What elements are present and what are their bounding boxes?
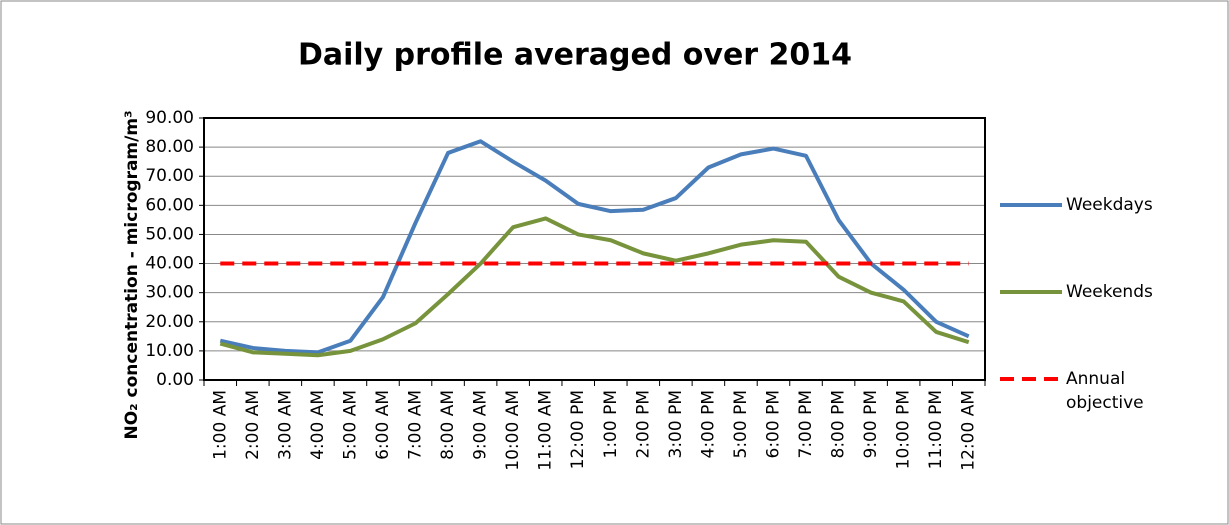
- y-tick-label: 20.00: [145, 312, 194, 332]
- legend-label: Annual objective: [1066, 369, 1144, 413]
- x-tick-label: 11:00 PM: [926, 390, 946, 469]
- x-tick-label: 12:00 AM: [959, 390, 979, 471]
- y-tick-label: 70.00: [145, 166, 194, 186]
- x-tick-label: 9:00 PM: [861, 390, 881, 459]
- y-tick-label: 0.00: [156, 370, 194, 390]
- y-axis-label: NO₂ concentration - microgram/m³: [122, 110, 142, 439]
- y-tick-label: 80.00: [145, 137, 194, 157]
- plot-area: [203, 117, 986, 381]
- x-tick-label: 3:00 PM: [666, 390, 686, 459]
- data-line: [219, 216, 970, 358]
- x-tick-label: 8:00 AM: [438, 390, 458, 460]
- x-tick-label: 3:00 AM: [275, 390, 295, 460]
- x-tick-label: 2:00 PM: [633, 390, 653, 459]
- y-tick-label: 50.00: [145, 224, 194, 244]
- x-tick-label: 11:00 AM: [536, 390, 556, 471]
- y-tick-label: 40.00: [145, 254, 194, 274]
- legend-label: Weekdays: [1066, 195, 1153, 215]
- x-tick-label: 4:00 AM: [308, 390, 328, 460]
- x-tick-label: 6:00 PM: [763, 390, 783, 459]
- y-tick-label: 30.00: [145, 283, 194, 303]
- x-tick-label: 10:00 PM: [894, 390, 914, 469]
- y-tick-label: 10.00: [145, 341, 194, 361]
- y-tick-label: 60.00: [145, 195, 194, 215]
- data-line: [219, 139, 970, 355]
- x-tick-label: 7:00 PM: [796, 390, 816, 459]
- x-tick-label: 6:00 AM: [373, 390, 393, 460]
- x-tick-label: 8:00 PM: [829, 390, 849, 459]
- x-tick-label: 2:00 AM: [243, 390, 263, 460]
- x-tick-label: 1:00 PM: [601, 390, 621, 459]
- x-tick-label: 4:00 PM: [698, 390, 718, 459]
- x-tick-label: 5:00 AM: [340, 390, 360, 460]
- x-tick-label: 1:00 AM: [210, 390, 230, 460]
- x-tick-label: 10:00 AM: [503, 390, 523, 471]
- x-tick-label: 5:00 PM: [731, 390, 751, 459]
- x-tick-label: 7:00 AM: [406, 390, 426, 460]
- x-tick-label: 9:00 AM: [471, 390, 491, 460]
- legend-label: Weekends: [1066, 282, 1153, 302]
- x-tick-label: 12:00 PM: [568, 390, 588, 469]
- y-tick-label: 90.00: [145, 108, 194, 128]
- chart-title: Daily profile averaged over 2014: [298, 38, 852, 73]
